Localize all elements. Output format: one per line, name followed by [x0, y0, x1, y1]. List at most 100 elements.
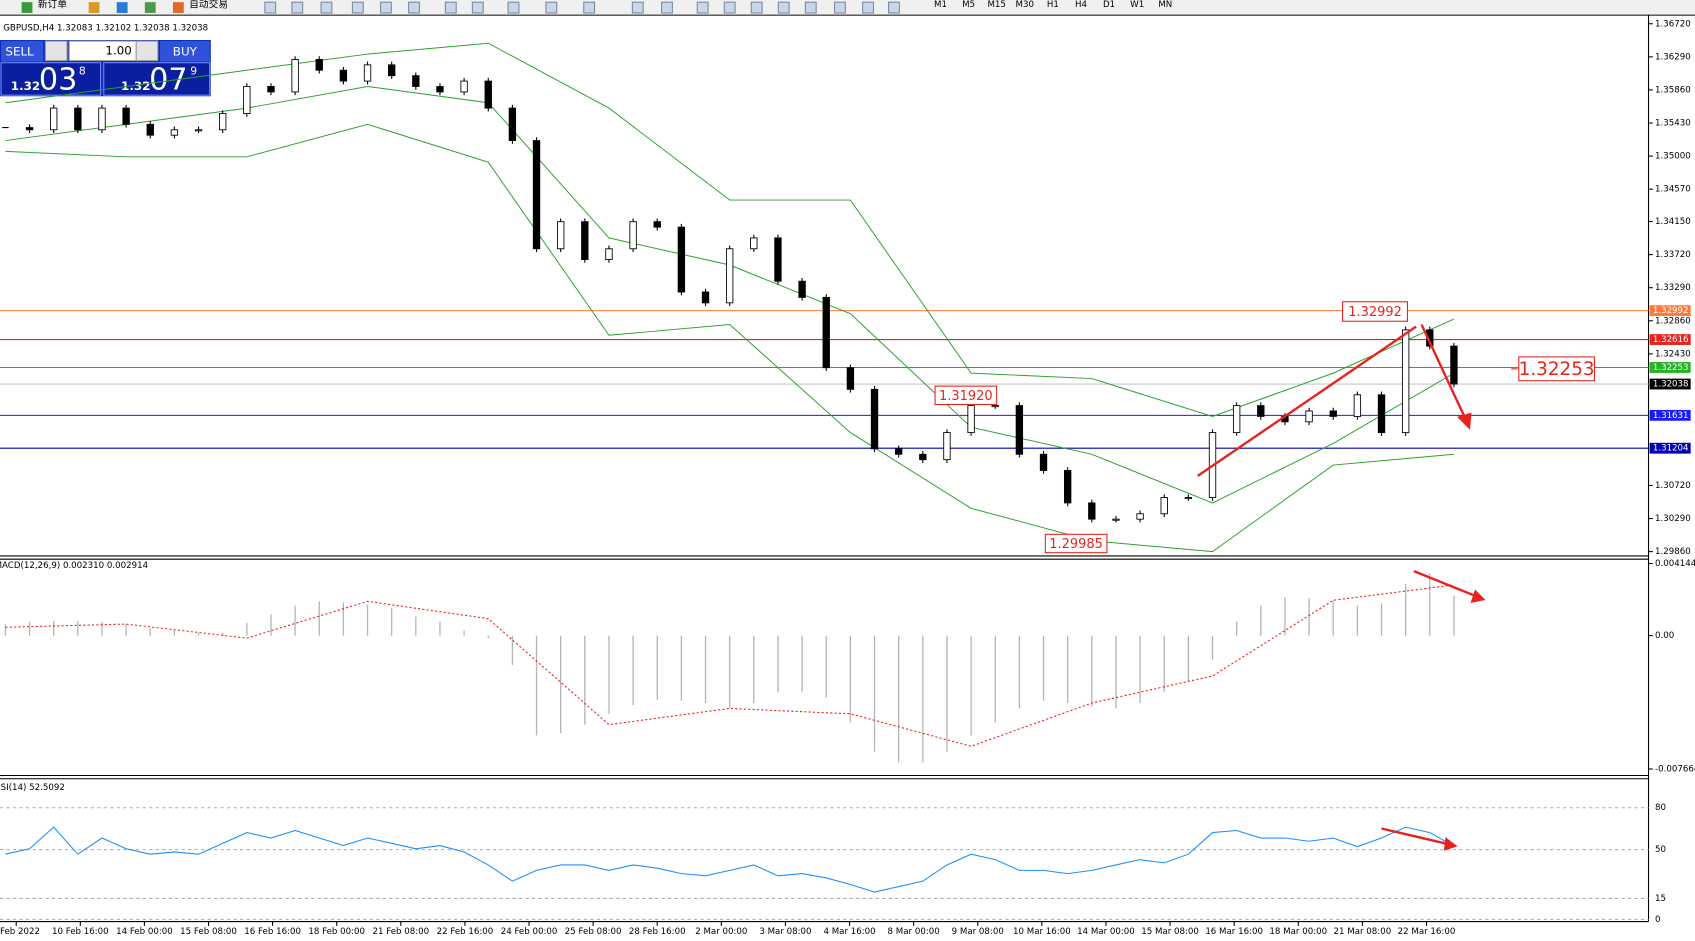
- buy-big-figure: 1.32: [121, 79, 150, 93]
- candle: [1184, 497, 1193, 500]
- candle: [315, 59, 323, 71]
- new-order-button[interactable]: 新订单: [38, 0, 67, 10]
- timeframe-button[interactable]: W1: [1130, 0, 1144, 10]
- level-tag: [1649, 305, 1691, 317]
- candle: [1112, 518, 1120, 521]
- candle: [146, 123, 154, 136]
- toolbar-icon: [379, 1, 392, 14]
- icon[interactable]: [21, 2, 33, 13]
- timeframe-button[interactable]: M30: [1016, 0, 1034, 10]
- candle: [919, 453, 927, 461]
- y-tick-label: 1.35430: [1655, 119, 1691, 129]
- candle: [532, 140, 541, 250]
- toolbar-icon: [264, 1, 277, 14]
- sell-price-box[interactable]: [0, 62, 102, 96]
- timeframe-button[interactable]: D1: [1103, 0, 1115, 10]
- candle: [557, 221, 565, 250]
- candle: [1305, 410, 1313, 423]
- x-tick-label: 22 Feb 16:00: [437, 927, 494, 937]
- candle: [1450, 345, 1458, 385]
- y-tick-label: 1.35860: [1655, 85, 1691, 95]
- y-tick-label: 0.00: [1655, 631, 1674, 641]
- toolbar-icon: [351, 1, 364, 14]
- candle: [943, 432, 951, 461]
- toolbar-icon: [804, 1, 817, 14]
- x-tick-label: 15 Feb 08:00: [180, 927, 237, 937]
- icon[interactable]: [172, 2, 184, 13]
- x-tick-label: 18 Mar 00:00: [1269, 927, 1327, 937]
- candle: [1377, 394, 1386, 434]
- candle: [243, 86, 251, 114]
- y-tick-label: -0.007664: [1655, 765, 1695, 775]
- toolbar-icon: [444, 1, 457, 14]
- x-tick-label: 3 Mar 08:00: [759, 927, 811, 937]
- candle: [967, 405, 975, 434]
- y-tick-label: 1.36290: [1655, 52, 1691, 62]
- x-tick-label: 16 Feb 16:00: [244, 927, 301, 937]
- x-tick-label: 14 Mar 00:00: [1077, 927, 1135, 937]
- toolbar-icon: [862, 1, 874, 14]
- timeframe-button[interactable]: M1: [934, 0, 947, 10]
- price-header: GBPUSD,H4 1.32083 1.32102 1.32038 1.3203…: [3, 24, 208, 34]
- candle: [870, 388, 879, 450]
- timeframe-button[interactable]: H4: [1075, 0, 1087, 10]
- icon[interactable]: [144, 2, 156, 13]
- level-tag: [1649, 409, 1691, 421]
- volume-down[interactable]: [44, 40, 68, 62]
- x-tick-label: 15 Mar 08:00: [1141, 927, 1199, 937]
- timeframe-button[interactable]: MN: [1158, 0, 1172, 10]
- candle: [991, 405, 999, 408]
- icon[interactable]: [88, 2, 100, 13]
- y-tick-label: 1.33720: [1655, 250, 1691, 260]
- x-tick-label: 9 Mar 08:00: [952, 927, 1004, 937]
- candle: [774, 237, 782, 282]
- auto-trading-button[interactable]: 自动交易: [189, 0, 228, 10]
- annotation: 1.32992: [1348, 305, 1402, 320]
- candle: [1401, 329, 1410, 434]
- candle: [460, 80, 468, 93]
- toolbar-icon: [471, 1, 484, 14]
- icon[interactable]: [116, 2, 128, 13]
- timeframe-button[interactable]: H1: [1047, 0, 1059, 10]
- rsi-header: RSI(14) 52.5092: [0, 783, 65, 793]
- sell-button[interactable]: [1, 41, 44, 62]
- x-tick-label: Feb 2022: [0, 927, 40, 937]
- y-tick-label: 1.30290: [1655, 514, 1691, 524]
- x-tick-label: 18 Feb 00:00: [308, 927, 365, 937]
- timeframe-button[interactable]: M5: [962, 0, 975, 10]
- y-tick-label: 1.30720: [1655, 481, 1691, 491]
- timeframe-button[interactable]: M15: [987, 0, 1005, 10]
- toolbar-icon: [291, 1, 304, 14]
- frames: [0, 14, 1695, 923]
- x-tick-label: 10 Mar 16:00: [1013, 927, 1071, 937]
- candle: [1353, 394, 1362, 417]
- x-tick-label: 24 Feb 00:00: [501, 927, 558, 937]
- toolbar-icons: M1 M5 M15 M30 H1 H4 D1 W1 MN: [264, 0, 1172, 14]
- toolbar-icon: [408, 1, 420, 14]
- x-tick-label: 4 Mar 16:00: [823, 927, 875, 937]
- candle: [701, 291, 710, 304]
- macd-signal: [5, 584, 1455, 747]
- annotation: 1.29985: [1049, 537, 1103, 552]
- candle: [1160, 497, 1168, 515]
- level-tag: [1649, 334, 1691, 345]
- toolbar-icon: [750, 1, 763, 14]
- candle: [1136, 513, 1144, 520]
- y-tick-label: 1.36720: [1655, 19, 1691, 29]
- candle: [1039, 453, 1048, 471]
- volume-up[interactable]: [135, 40, 159, 62]
- candle: [1257, 405, 1265, 417]
- candle: [508, 107, 517, 142]
- level-tag-label: 1.31204: [1653, 444, 1689, 454]
- toolbar: [0, 0, 1695, 15]
- bollinger-lower: [5, 123, 1454, 553]
- annotation-box: [1044, 533, 1108, 554]
- level-tag-label: 1.32992: [1653, 306, 1689, 316]
- buy-button[interactable]: [159, 41, 210, 62]
- buy-price-box[interactable]: [103, 62, 211, 96]
- volume-value: 1.00: [105, 43, 131, 57]
- candle: [750, 237, 758, 250]
- axes: 1.36720 1.36290 1.35860 1.35430 1.35000 1.345…: [0, 19, 1695, 937]
- x-tick-label: 8 Mar 00:00: [888, 927, 940, 937]
